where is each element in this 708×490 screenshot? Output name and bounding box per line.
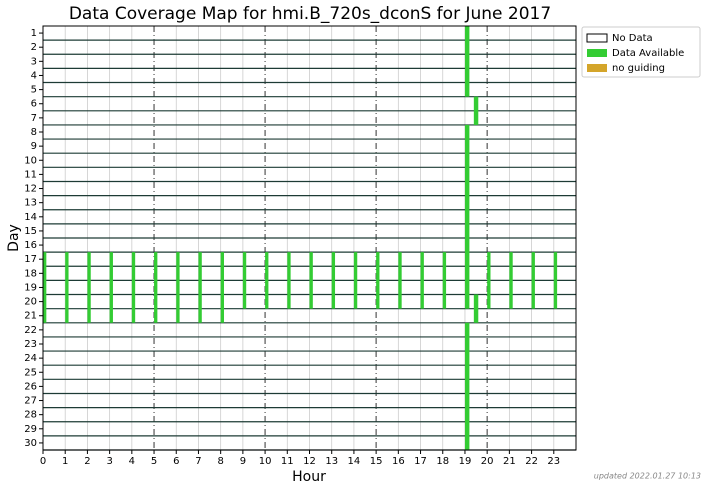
legend-swatch: [586, 33, 608, 43]
coverage-bar: [309, 252, 313, 309]
coverage-bar: [398, 252, 402, 309]
coverage-bar: [487, 252, 491, 309]
x-tick-label: 13: [325, 456, 338, 467]
x-tick-label: 21: [503, 456, 516, 467]
x-tick-label: 1: [62, 456, 68, 467]
x-tick-label: 9: [240, 456, 246, 467]
x-tick-label: 0: [40, 456, 46, 467]
coverage-bar: [464, 26, 470, 97]
y-tick-label: 10: [24, 155, 37, 166]
y-tick-label: 4: [31, 70, 37, 81]
coverage-bar: [287, 252, 291, 309]
y-tick-label: 20: [24, 297, 37, 308]
legend-box: [581, 26, 701, 78]
x-tick-label: 12: [303, 456, 316, 467]
legend-label: Data Available: [612, 48, 684, 59]
x-tick-label: 23: [547, 456, 560, 467]
y-tick-label: 9: [31, 141, 37, 152]
x-tick-label: 5: [151, 456, 157, 467]
x-tick-label: 2: [84, 456, 90, 467]
plot-frame: [42, 25, 577, 451]
coverage-bar: [376, 252, 380, 309]
coverage-bar: [464, 124, 470, 309]
x-tick-label: 8: [217, 456, 223, 467]
x-tick-label: 19: [459, 456, 472, 467]
y-tick-label: 16: [24, 240, 37, 251]
y-tick-label: 3: [31, 56, 37, 67]
chart-title: Data Coverage Map for hmi.B_720s_dconS f…: [69, 4, 551, 24]
coverage-bar: [420, 252, 424, 309]
footnote: updated 2022.01.27 10:13: [594, 472, 701, 481]
x-tick-label: 10: [259, 456, 272, 467]
y-tick-label: 15: [24, 226, 37, 237]
coverage-bar: [220, 252, 224, 323]
coverage-bar: [473, 294, 479, 323]
x-tick-label: 22: [525, 456, 538, 467]
y-tick-label: 21: [24, 311, 37, 322]
x-tick-label: 16: [392, 456, 405, 467]
y-axis-label: Day: [6, 224, 22, 252]
y-tick-label: 24: [24, 353, 37, 364]
y-tick-label: 1: [31, 28, 37, 39]
y-tick-label: 18: [24, 268, 37, 279]
x-tick-label: 4: [129, 456, 135, 467]
y-tick-label: 17: [24, 254, 37, 265]
y-tick-label: 28: [24, 410, 37, 421]
coverage-bar: [87, 252, 91, 323]
coverage-bar: [65, 252, 69, 323]
y-tick-label: 14: [24, 212, 37, 223]
coverage-bar: [553, 252, 558, 309]
coverage-bar: [265, 252, 269, 309]
coverage-bar: [198, 252, 202, 323]
y-tick-label: 19: [24, 282, 37, 293]
y-tick-label: 2: [31, 42, 37, 53]
coverage-bar: [242, 252, 247, 309]
coverage-bar: [331, 252, 336, 309]
coverage-bar: [509, 252, 513, 309]
y-tick-label: 26: [24, 381, 37, 392]
x-tick-label: 7: [195, 456, 201, 467]
coverage-bar: [464, 322, 470, 450]
y-tick-label: 22: [24, 325, 37, 336]
legend-label: No Data: [612, 33, 653, 44]
y-tick-label: 12: [24, 184, 37, 195]
y-tick-label: 13: [24, 198, 37, 209]
coverage-bar: [442, 252, 447, 309]
y-tick-label: 30: [24, 438, 37, 449]
legend-swatch: [587, 64, 607, 72]
coverage-bar: [154, 252, 158, 323]
y-tick-label: 23: [24, 339, 37, 350]
x-tick-label: 20: [481, 456, 494, 467]
x-tick-label: 14: [348, 456, 361, 467]
y-tick-label: 11: [24, 169, 37, 180]
coverage-bar: [43, 252, 47, 323]
x-tick-label: 3: [106, 456, 112, 467]
y-tick-label: 25: [24, 367, 37, 378]
x-tick-label: 11: [281, 456, 294, 467]
coverage-bar: [531, 252, 535, 309]
legend-label: no guiding: [612, 63, 665, 74]
x-tick-label: 17: [414, 456, 427, 467]
coverage-bar: [353, 252, 358, 309]
coverage-bar: [176, 252, 180, 323]
y-tick-label: 27: [24, 396, 37, 407]
legend-swatch: [587, 49, 607, 57]
x-tick-label: 18: [436, 456, 449, 467]
y-tick-label: 6: [31, 99, 37, 110]
coverage-bar: [473, 96, 479, 125]
y-tick-label: 29: [24, 424, 37, 435]
y-tick-label: 5: [31, 85, 37, 96]
y-tick-label: 8: [31, 127, 37, 138]
coverage-bar: [109, 252, 113, 323]
x-tick-label: 15: [370, 456, 383, 467]
coverage-bar: [131, 252, 136, 323]
x-tick-label: 6: [173, 456, 179, 467]
y-tick-label: 7: [31, 113, 37, 124]
x-axis-label: Hour: [292, 469, 326, 485]
